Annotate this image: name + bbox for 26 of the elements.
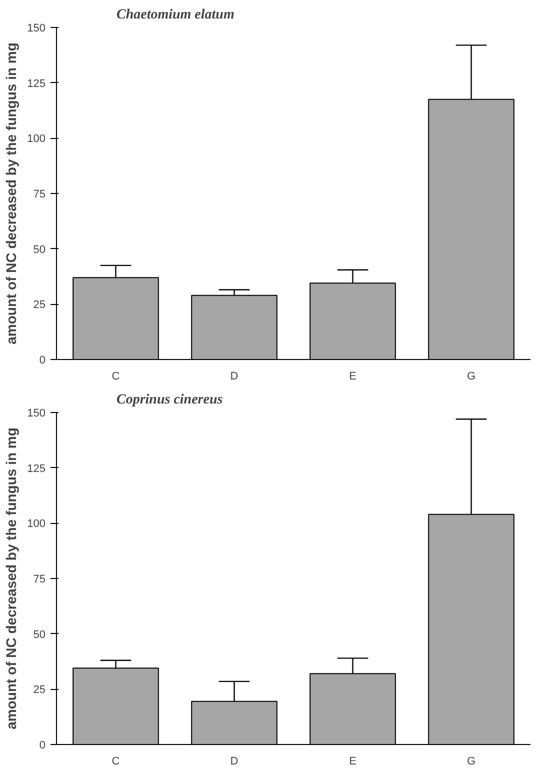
y-tick-label: 50: [33, 244, 46, 256]
y-tick-label: 100: [27, 518, 46, 530]
y-tick-label: 25: [33, 299, 46, 312]
y-tick-label: 0: [39, 740, 46, 752]
x-tick-label: E: [349, 370, 356, 382]
y-tick-label: 75: [33, 188, 46, 200]
y-tick-label: 100: [27, 133, 46, 146]
x-tick-label: D: [230, 370, 238, 382]
y-tick-label: 50: [33, 628, 46, 641]
y-tick-label: 125: [27, 462, 46, 475]
y-tick-label: 125: [27, 78, 46, 90]
y-axis-title: amount of NC decreased by the fungus in mg: [3, 428, 20, 730]
x-tick-label: C: [112, 370, 120, 382]
x-tick-label: D: [230, 756, 238, 768]
y-tick-label: 150: [27, 22, 46, 34]
y-tick-label: 150: [27, 408, 46, 420]
x-tick-label: C: [112, 756, 120, 768]
x-tick-label: G: [466, 370, 476, 382]
chart-title: Chaetomium elatum: [116, 8, 234, 22]
y-tick-label: 25: [33, 684, 46, 696]
y-axis-title: amount of NC decreased by the fungus in mg: [3, 42, 20, 344]
x-tick-label: E: [349, 756, 356, 768]
y-tick-label: 75: [33, 574, 46, 586]
chart-title: Coprinus cinereus: [116, 392, 224, 408]
y-tick-label: 0: [39, 354, 46, 366]
x-tick-label: G: [466, 756, 476, 768]
